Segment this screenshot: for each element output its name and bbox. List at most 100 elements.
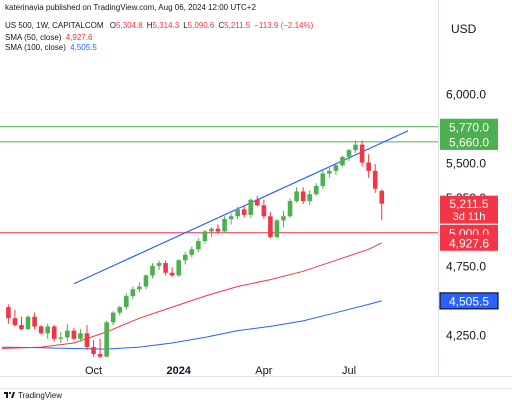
candle-body xyxy=(241,209,247,215)
ohlc-value: 5,314.3 xyxy=(152,21,180,30)
sma50-tag-text: 4,927.6 xyxy=(449,236,489,250)
level-tag xyxy=(440,118,498,135)
candle-body xyxy=(366,162,371,171)
candle-body xyxy=(110,312,116,323)
publisher-line: katerinavia published on TradingView.com… xyxy=(5,3,256,13)
candle-body xyxy=(65,330,70,338)
candle-body xyxy=(281,216,286,221)
sma50-line xyxy=(1,242,382,349)
ohlc-item: C5,211.5 xyxy=(218,21,250,30)
candle-body xyxy=(163,263,168,273)
candle-body xyxy=(38,326,44,334)
ohlc-values: O5,304.8 H5,314.3 L5,090.6 C5,211.5 −113.9 (… xyxy=(106,21,313,30)
tradingview-brand: TradingView xyxy=(18,391,63,400)
candle-body xyxy=(333,165,339,171)
candle-body xyxy=(359,144,365,163)
sma50-value: 4,927.6 xyxy=(65,33,93,42)
ohlc-value: 5,211.5 xyxy=(224,21,251,30)
ohlc-value: 5,090.6 xyxy=(187,21,215,30)
candle-body xyxy=(372,170,378,189)
candle-body xyxy=(340,157,345,166)
sma100-tag-text: 4,505.5 xyxy=(449,294,489,308)
candle-body xyxy=(248,199,254,215)
candle-body xyxy=(300,191,306,202)
candle-body xyxy=(6,307,11,319)
candle-body xyxy=(58,337,64,339)
sma50-label: SMA (50, close) xyxy=(5,33,62,42)
publisher-text: katerinavia published on TradingView.com… xyxy=(5,3,256,12)
candle-body xyxy=(117,307,123,313)
candle-body xyxy=(215,228,221,232)
symbol-name[interactable]: US 500, 1W, CAPITALCOM xyxy=(5,21,104,30)
x-tick-label: Apr xyxy=(255,365,272,377)
level-tag xyxy=(440,133,498,150)
candle-body xyxy=(130,289,136,297)
ohlc-value: 5,304.8 xyxy=(116,21,143,30)
ohlc-key: C xyxy=(218,21,225,30)
candle-body xyxy=(124,296,129,308)
tradingview-logo-icon xyxy=(4,391,15,398)
candle-body xyxy=(137,286,142,290)
x-tick-label: Jul xyxy=(342,365,356,377)
candle-body xyxy=(274,220,280,237)
candle-body xyxy=(25,316,31,330)
sma100-line xyxy=(1,300,382,350)
ohlc-item: L5,090.6 xyxy=(183,21,214,30)
candle-body xyxy=(84,333,90,348)
candle-body xyxy=(287,201,293,217)
candle-body xyxy=(182,254,188,261)
candle-body xyxy=(32,316,37,327)
y-tick-label: 6,000.0 xyxy=(446,88,486,102)
candle-body xyxy=(346,150,352,158)
last-price-tag xyxy=(440,195,498,224)
level-tag-text: 5,770.0 xyxy=(449,120,489,134)
level-tag-text: 5,660.0 xyxy=(449,135,489,149)
candle-body xyxy=(19,325,24,330)
x-tick-label: Oct xyxy=(85,365,102,377)
indicator-sma50[interactable]: SMA (50, close) 4,927.6 xyxy=(5,33,92,43)
candle-body xyxy=(189,249,195,255)
sma50-tag xyxy=(440,234,498,251)
candle-body xyxy=(196,241,201,250)
candle-body xyxy=(313,185,319,195)
candle-body xyxy=(202,231,208,242)
candle-body xyxy=(104,322,109,357)
candle-body xyxy=(222,219,227,232)
candle-body xyxy=(294,191,299,202)
candle-body xyxy=(261,205,267,217)
currency-label[interactable]: USD xyxy=(451,22,477,36)
ohlc-key: H xyxy=(146,21,153,30)
ohlc-item: O5,304.8 xyxy=(110,21,143,30)
candle-body xyxy=(143,275,149,287)
candle-body xyxy=(209,228,214,232)
ohlc-item: −113.9 (−2.14%) xyxy=(254,21,313,30)
candle-body xyxy=(12,318,18,326)
y-tick-label: 5,500.0 xyxy=(446,156,486,170)
candle-body xyxy=(307,194,312,202)
candle-body xyxy=(379,190,385,204)
candle-body xyxy=(268,216,273,237)
candle-body xyxy=(176,260,181,276)
symbol-line: US 500, 1W, CAPITALCOM O5,304.8 H5,314.3 L… xyxy=(5,21,313,31)
trendline xyxy=(73,130,409,285)
candle-body xyxy=(71,330,77,339)
candle-body xyxy=(320,173,326,186)
candle-body xyxy=(156,263,162,266)
candle-body xyxy=(91,347,96,354)
last-price-text: 5,211.5 xyxy=(449,197,488,211)
tradingview-logo[interactable]: TradingView xyxy=(4,391,62,400)
candle-body xyxy=(228,216,234,220)
candle-body xyxy=(51,326,57,339)
candle-body xyxy=(255,199,260,206)
candle-body xyxy=(150,265,155,276)
ohlc-key: L xyxy=(183,21,188,30)
candle-body xyxy=(235,209,240,217)
sma100-value: 4,505.5 xyxy=(70,43,97,52)
indicator-sma100[interactable]: SMA (100, close) 4,505.5 xyxy=(5,43,97,53)
candle-body xyxy=(169,272,175,276)
x-tick-label: 2024 xyxy=(166,365,191,377)
ohlc-value: −113.9 (−2.14%) xyxy=(254,21,314,30)
y-tick-label: 4,750.0 xyxy=(446,260,486,274)
